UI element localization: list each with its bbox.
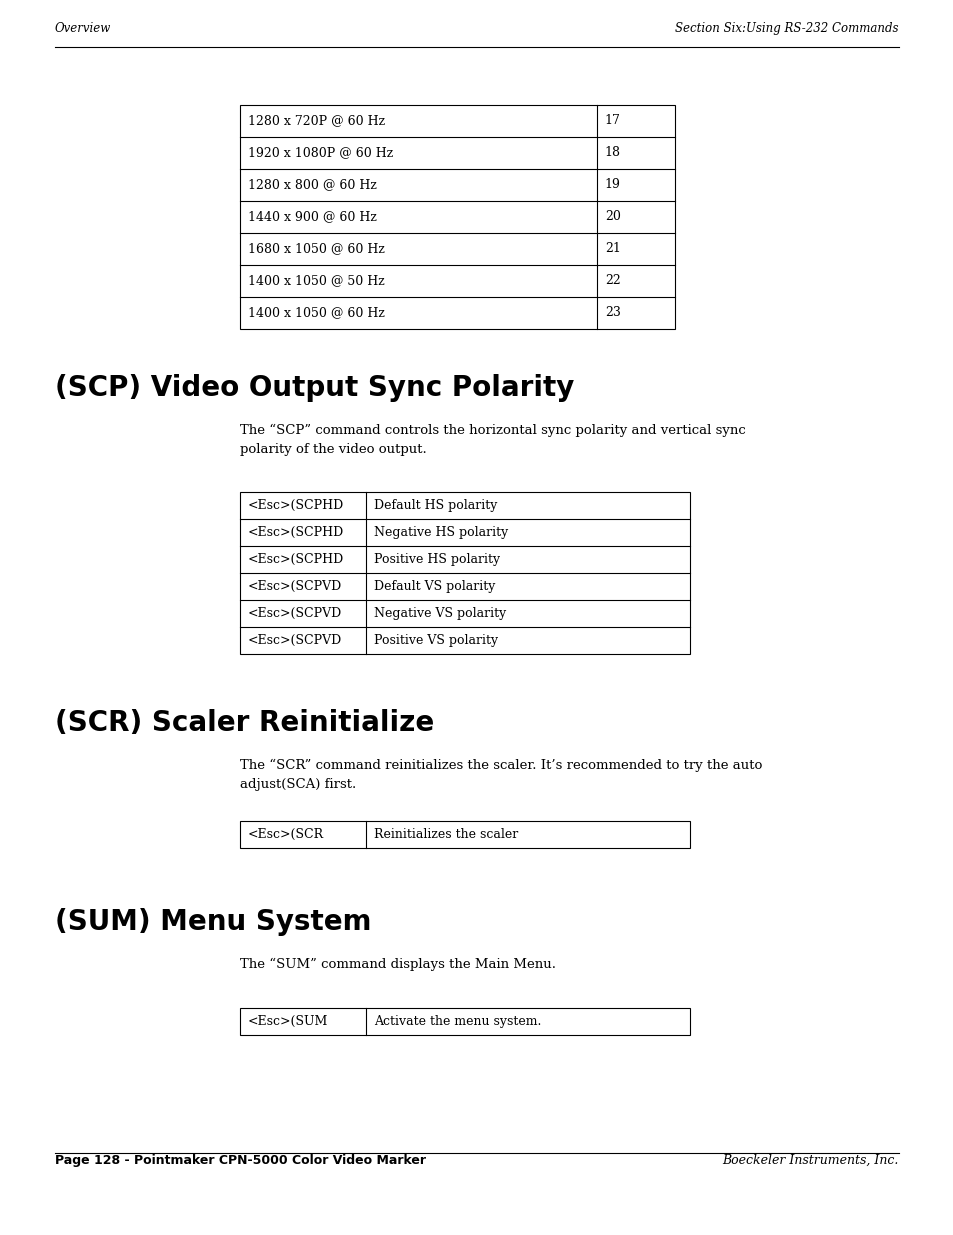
Bar [240, 492, 689, 655]
Text: 18: 18 [604, 147, 620, 159]
Text: 19: 19 [604, 179, 619, 191]
Text: <Esc>(SCPHD: <Esc>(SCPHD [248, 526, 344, 538]
Bar [240, 1008, 689, 1035]
Text: Default VS polarity: Default VS polarity [374, 580, 495, 593]
Text: The “SCP” command controls the horizontal sync polarity and vertical sync
polari: The “SCP” command controls the horizonta… [240, 424, 745, 456]
Text: Page 128 - Pointmaker CPN-5000 Color Video Marker: Page 128 - Pointmaker CPN-5000 Color Vid… [55, 1153, 426, 1167]
Text: (SUM) Menu System: (SUM) Menu System [55, 908, 371, 936]
Text: <Esc>(SUM: <Esc>(SUM [248, 1015, 328, 1028]
Text: Activate the menu system.: Activate the menu system. [374, 1015, 540, 1028]
Text: Negative VS polarity: Negative VS polarity [374, 606, 506, 620]
Text: 1400 x 1050 @ 60 Hz: 1400 x 1050 @ 60 Hz [248, 306, 384, 320]
Text: (SCP) Video Output Sync Polarity: (SCP) Video Output Sync Polarity [55, 374, 574, 403]
Text: <Esc>(SCPHD: <Esc>(SCPHD [248, 553, 344, 566]
Text: 20: 20 [604, 210, 619, 224]
Text: Positive VS polarity: Positive VS polarity [374, 634, 497, 647]
Text: (SCR) Scaler Reinitialize: (SCR) Scaler Reinitialize [55, 709, 434, 737]
Text: 1680 x 1050 @ 60 Hz: 1680 x 1050 @ 60 Hz [248, 242, 384, 256]
Text: Negative HS polarity: Negative HS polarity [374, 526, 508, 538]
Text: <Esc>(SCPVD: <Esc>(SCPVD [248, 634, 342, 647]
Text: 23: 23 [604, 306, 619, 320]
Text: 1280 x 800 @ 60 Hz: 1280 x 800 @ 60 Hz [248, 179, 376, 191]
Text: 1280 x 720P @ 60 Hz: 1280 x 720P @ 60 Hz [248, 115, 385, 127]
Text: Reinitializes the scaler: Reinitializes the scaler [374, 827, 517, 841]
Text: Overview: Overview [55, 22, 112, 35]
Text: The “SUM” command displays the Main Menu.: The “SUM” command displays the Main Menu… [240, 958, 556, 971]
Text: 1440 x 900 @ 60 Hz: 1440 x 900 @ 60 Hz [248, 210, 376, 224]
Text: Default HS polarity: Default HS polarity [374, 499, 497, 513]
Text: Section Six:Using RS-232 Commands: Section Six:Using RS-232 Commands [675, 22, 898, 35]
Text: <Esc>(SCR: <Esc>(SCR [248, 827, 324, 841]
Bar [240, 821, 689, 848]
Text: 1920 x 1080P @ 60 Hz: 1920 x 1080P @ 60 Hz [248, 147, 393, 159]
Text: Boeckeler Instruments, Inc.: Boeckeler Instruments, Inc. [721, 1153, 898, 1167]
Text: Positive HS polarity: Positive HS polarity [374, 553, 499, 566]
Text: 1400 x 1050 @ 50 Hz: 1400 x 1050 @ 50 Hz [248, 274, 384, 288]
Text: <Esc>(SCPHD: <Esc>(SCPHD [248, 499, 344, 513]
Bar [240, 105, 675, 329]
Text: 22: 22 [604, 274, 619, 288]
Text: 21: 21 [604, 242, 619, 256]
Text: 17: 17 [604, 115, 619, 127]
Text: The “SCR” command reinitializes the scaler. It’s recommended to try the auto
adj: The “SCR” command reinitializes the scal… [240, 760, 761, 792]
Text: <Esc>(SCPVD: <Esc>(SCPVD [248, 606, 342, 620]
Text: <Esc>(SCPVD: <Esc>(SCPVD [248, 580, 342, 593]
